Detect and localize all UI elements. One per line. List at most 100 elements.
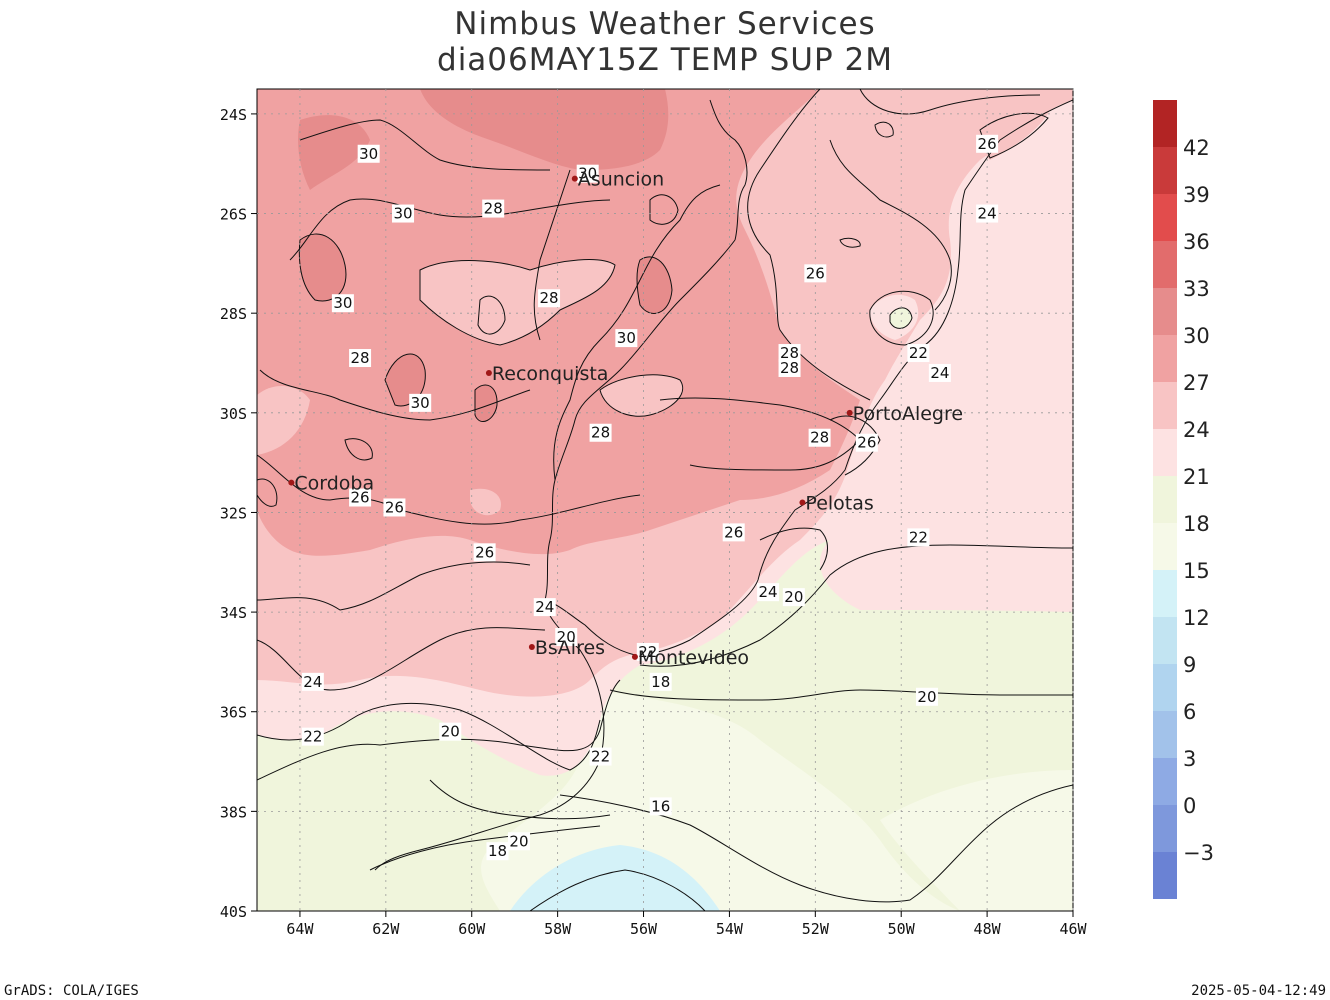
city-markers: Asuncion Reconquista Cordoba PortoAlegre Pel… — [288, 169, 963, 669]
contour-label-text: 30 — [393, 205, 412, 223]
field-24-27-pocket-b — [600, 374, 683, 417]
colorbar-swatch — [1153, 852, 1177, 899]
lon-tick-label: 60W — [458, 920, 486, 938]
lon-tick-label: 46W — [1059, 920, 1087, 938]
lat-tick-label: 24S — [220, 106, 247, 124]
contour-label-text: 22 — [303, 728, 322, 746]
city-label: Reconquista — [492, 363, 609, 385]
contour-label-bg — [915, 687, 938, 706]
contour-label-text: 20 — [917, 688, 936, 706]
field-30-33-s — [385, 353, 426, 406]
colorbar-swatch — [1153, 194, 1177, 241]
contour-label-text: 26 — [978, 135, 997, 153]
contour-label-bg — [482, 199, 505, 218]
lat-tick-label: 34S — [220, 604, 247, 622]
contour-label-text: 30 — [578, 165, 597, 183]
lat-tick-label: 28S — [220, 305, 247, 323]
colorbar-swatch — [1153, 711, 1177, 758]
temperature-field — [257, 89, 1073, 911]
contour-label: 26 — [349, 488, 372, 507]
contour-label: 28 — [589, 423, 612, 442]
colorbar-label: 0 — [1183, 794, 1196, 818]
colorbar-label: 33 — [1183, 277, 1210, 301]
contour-label-text: 28 — [351, 349, 370, 367]
contour-label: 26 — [804, 264, 827, 283]
colorbar-label: −3 — [1183, 841, 1214, 865]
lon-tick-label: 54W — [716, 920, 744, 938]
colorbar-label: 30 — [1183, 324, 1210, 348]
contour-label: 16 — [649, 797, 672, 816]
contour-label-bg — [778, 344, 801, 363]
contour-label-bg — [301, 727, 324, 746]
colorbar-swatch — [1153, 335, 1177, 382]
field-30-33-r — [475, 385, 498, 422]
contour-label-bg — [383, 498, 406, 517]
lon-tick-label: 48W — [974, 920, 1002, 938]
contour-label: 28 — [349, 349, 372, 368]
contour-label-text: 26 — [351, 489, 370, 507]
lon-tick-label: 62W — [372, 920, 400, 938]
contour-label: 26 — [383, 498, 406, 517]
city-label: PortoAlegre — [853, 403, 963, 425]
city-dot — [799, 499, 806, 506]
contour-label-text: 30 — [333, 294, 352, 312]
city-dot — [528, 643, 535, 650]
contour-label-text: 24 — [303, 673, 322, 691]
field-24-27-pocket-c — [257, 385, 310, 455]
contour-label: 26 — [722, 523, 745, 542]
contour-label-text: 28 — [810, 429, 829, 447]
contour-label-bg — [589, 423, 612, 442]
colorbar-label: 15 — [1183, 559, 1210, 583]
contour-label-bg — [782, 588, 805, 607]
contour-label-text: 28 — [780, 344, 799, 362]
contour-label-text: 24 — [759, 583, 778, 601]
contour-label-text: 26 — [857, 434, 876, 452]
title-line2: dia06MAY15Z TEMP SUP 2M — [437, 42, 893, 78]
contour-label-bg — [331, 294, 354, 313]
contour-label-bg — [357, 144, 380, 163]
colorbar-swatch — [1153, 476, 1177, 523]
colorbar-swatch — [1153, 100, 1177, 147]
contour-label: 22 — [907, 528, 930, 547]
contour-label: 22 — [907, 344, 930, 363]
contour-label: 28 — [808, 428, 831, 447]
contour-label: 30 — [409, 393, 432, 412]
contour-lines — [257, 89, 1073, 911]
contour-label-text: 18 — [651, 673, 670, 691]
contour-label-text: 20 — [441, 723, 460, 741]
city-label: Cordoba — [294, 473, 374, 495]
contour-label: 30 — [331, 294, 354, 313]
contour-label-bg — [976, 134, 999, 153]
colorbar-swatch — [1153, 382, 1177, 429]
contour-label-bg — [757, 583, 780, 602]
contour-label-bg — [555, 628, 578, 646]
contour-label: 30 — [357, 144, 380, 163]
city-label: Asuncion — [578, 169, 664, 191]
contour-label: 22 — [589, 747, 612, 766]
colorbar-label: 42 — [1183, 136, 1210, 160]
lat-tick-label: 26S — [220, 206, 247, 224]
contour-label: 26 — [976, 134, 999, 153]
contour-label: 30 — [615, 329, 638, 348]
field-30-33-nw — [298, 115, 370, 190]
field-24-27-pocket-a — [420, 259, 615, 345]
contour-label: 18 — [486, 842, 509, 861]
contour-label: 28 — [778, 358, 801, 377]
city-dot — [571, 175, 578, 182]
contour-label: 24 — [976, 204, 999, 223]
colorbar-swatch — [1153, 805, 1177, 852]
contour-label: 20 — [915, 687, 938, 706]
contour-label-text: 24 — [978, 205, 997, 223]
lon-tick-label: 56W — [630, 920, 658, 938]
contour-label-text: 24 — [535, 598, 554, 616]
lon-tick-label: 52W — [802, 920, 830, 938]
contour-label-bg — [976, 204, 999, 223]
colorbar-label: 12 — [1183, 606, 1210, 630]
city-dot — [631, 653, 638, 660]
contour-label-bg — [722, 523, 745, 542]
contour-label-bg — [804, 264, 827, 283]
contour-label: 24 — [533, 598, 556, 617]
colorbar-label: 9 — [1183, 653, 1196, 677]
colorbar-label: 36 — [1183, 230, 1210, 254]
contour-label-text: 30 — [617, 329, 636, 347]
